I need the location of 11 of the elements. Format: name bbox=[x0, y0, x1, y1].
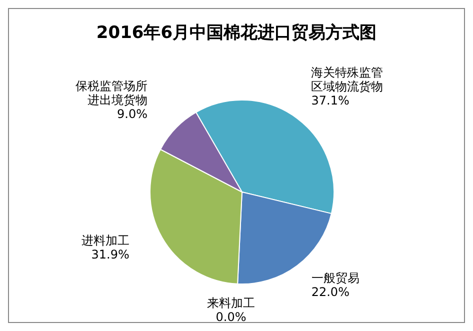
data-label: 31.9% bbox=[91, 248, 130, 262]
data-label: 9.0% bbox=[117, 107, 148, 122]
slice-label: 海关特殊监管区域物流货物 bbox=[311, 66, 384, 94]
chart-title: 2016年6月中国棉花进口贸易方式图 bbox=[95, 22, 378, 44]
text: 0.0% bbox=[216, 310, 246, 324]
slice-label: 保税监管场所进出境货物 bbox=[76, 79, 148, 108]
category-label: 来料加工 bbox=[207, 296, 256, 310]
slice-label: 一般贸易 bbox=[311, 272, 360, 286]
slice-label: 进料加工 bbox=[81, 234, 130, 248]
data-label: 37.1% bbox=[311, 94, 350, 108]
data-label: 22.0% bbox=[311, 286, 350, 300]
